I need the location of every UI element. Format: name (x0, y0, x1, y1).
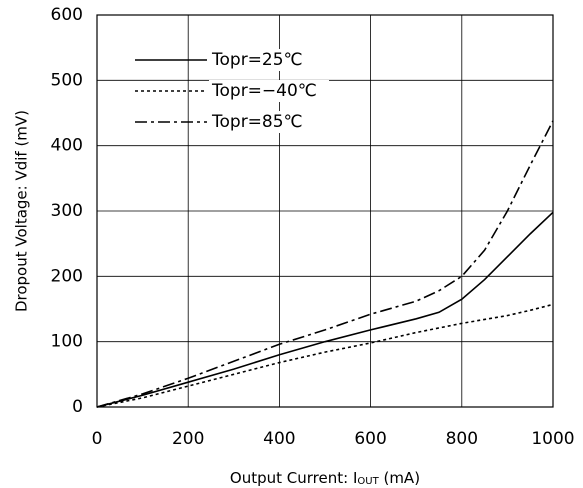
x-tick-label: 0 (92, 429, 103, 449)
legend-label: Topr=25℃ (211, 50, 303, 70)
y-tick-label: 400 (51, 136, 83, 156)
x-label-part: (mA) (379, 469, 420, 487)
legend-bg (209, 49, 329, 71)
series-line (96, 120, 554, 408)
x-tick-label: 200 (172, 429, 204, 449)
x-tick-label: 800 (446, 429, 478, 449)
y-tick-label: 200 (51, 266, 83, 286)
y-tick-label: 300 (51, 201, 83, 221)
legend-label: Topr=−40℃ (211, 81, 317, 101)
y-axis-label: Dropout Voltage: Vdif (mV) (13, 110, 31, 312)
y-tick-label: 500 (51, 70, 83, 90)
x-label-part: Output Current: I (230, 469, 357, 487)
x-tick-label: 400 (263, 429, 295, 449)
x-tick-label: 600 (354, 429, 386, 449)
plot-frame (96, 14, 554, 408)
series-line (96, 211, 554, 408)
y-tick-label: 100 (51, 332, 83, 352)
legend-bg (209, 111, 329, 133)
series-line (96, 303, 554, 408)
legend-label: Topr=85℃ (211, 112, 303, 132)
x-axis-label: Output Current: IOUT (mA) (230, 469, 420, 488)
y-tick-label: 600 (51, 5, 83, 25)
legend-bg (209, 80, 329, 102)
y-tick-label: 0 (72, 397, 83, 417)
x-label-sub: OUT (357, 476, 379, 487)
x-tick-label: 1000 (531, 429, 574, 449)
